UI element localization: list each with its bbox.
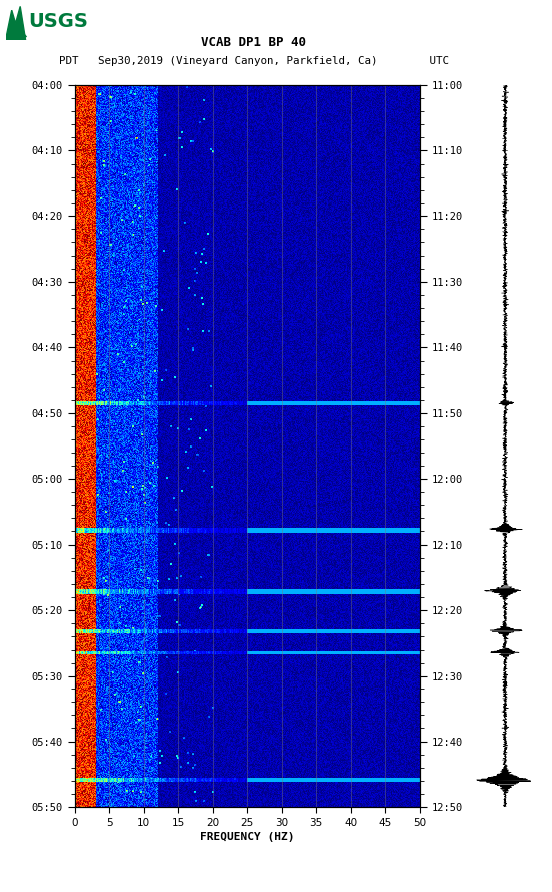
Polygon shape (6, 6, 25, 40)
Text: USGS: USGS (29, 12, 88, 31)
Text: VCAB DP1 BP 40: VCAB DP1 BP 40 (201, 37, 306, 49)
Text: PDT   Sep30,2019 (Vineyard Canyon, Parkfield, Ca)        UTC: PDT Sep30,2019 (Vineyard Canyon, Parkfie… (59, 55, 449, 66)
X-axis label: FREQUENCY (HZ): FREQUENCY (HZ) (200, 832, 294, 842)
